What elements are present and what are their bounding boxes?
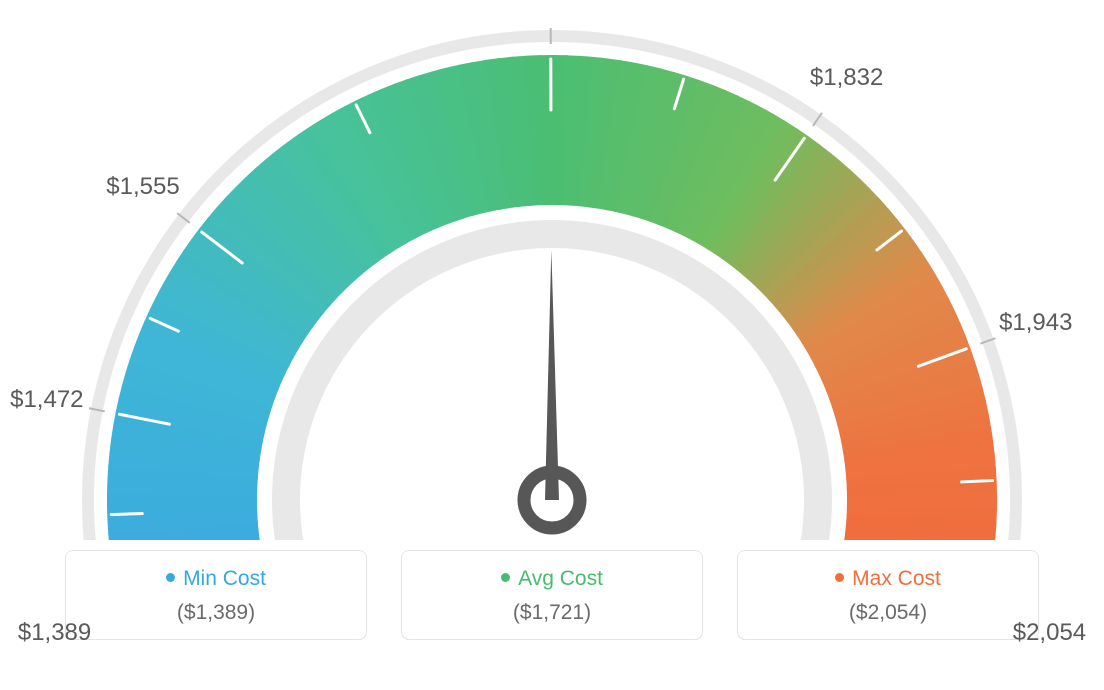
legend-title-text: Min Cost [183, 567, 266, 590]
legend-title-min: Min Cost [66, 567, 366, 591]
gauge-chart: $1,389$1,472$1,555$1,721$1,832$1,943$2,0… [0, 0, 1104, 540]
gauge-tick-label: $1,943 [999, 309, 1072, 337]
legend-row: Min Cost ($1,389) Avg Cost ($1,721) Max Cost… [0, 550, 1104, 640]
legend-dot-icon [835, 573, 844, 582]
legend-card-min: Min Cost ($1,389) [65, 550, 367, 640]
legend-value-avg: ($1,721) [402, 601, 702, 625]
legend-title-avg: Avg Cost [402, 567, 702, 591]
gauge-tick-label: $1,555 [106, 173, 179, 201]
gauge-tick-label: $2,054 [1013, 619, 1086, 647]
gauge-tick-label: $1,832 [810, 64, 883, 92]
legend-value-max: ($2,054) [738, 601, 1038, 625]
legend-title-text: Max Cost [852, 567, 941, 590]
legend-dot-icon [166, 573, 175, 582]
legend-title-text: Avg Cost [518, 567, 603, 590]
gauge-svg [0, 0, 1104, 540]
legend-card-max: Max Cost ($2,054) [737, 550, 1039, 640]
gauge-tick-label: $1,389 [18, 619, 91, 647]
legend-title-max: Max Cost [738, 567, 1038, 591]
legend-value-min: ($1,389) [66, 601, 366, 625]
gauge-tick-label: $1,472 [10, 386, 83, 414]
legend-card-avg: Avg Cost ($1,721) [401, 550, 703, 640]
legend-dot-icon [501, 573, 510, 582]
